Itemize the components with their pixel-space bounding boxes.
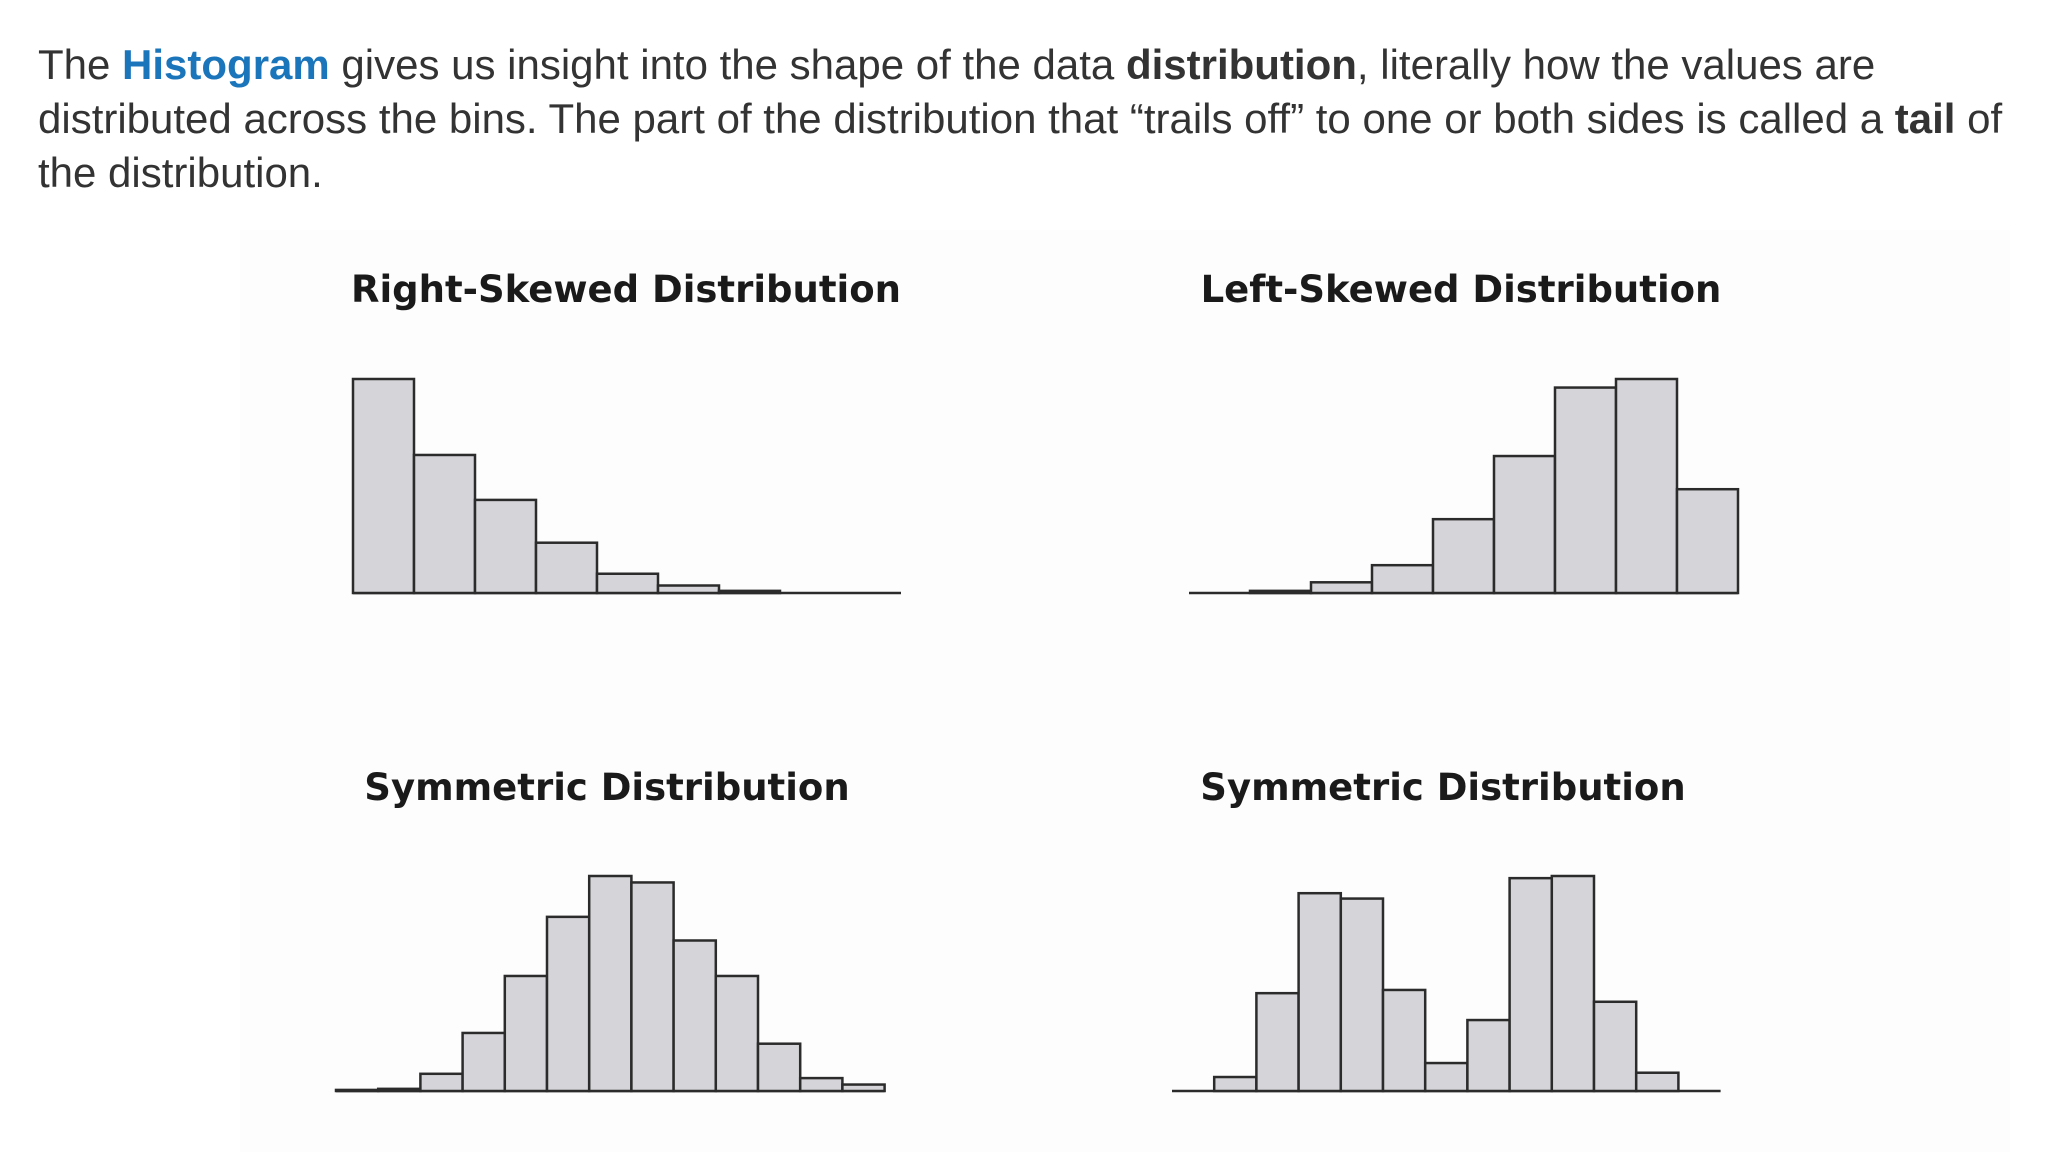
symmetric-histogram: Symmetric Distribution bbox=[334, 766, 886, 1093]
histogram-bar bbox=[412, 453, 477, 595]
histogram-bar bbox=[630, 881, 675, 1093]
histogram-bar bbox=[1553, 386, 1618, 595]
histogram-bar bbox=[1466, 1018, 1511, 1093]
histogram-bar bbox=[595, 572, 660, 595]
histogram-bar bbox=[473, 498, 538, 595]
chart-title-right-skewed: Right-Skewed Distribution bbox=[351, 268, 901, 311]
histogram-bar bbox=[534, 541, 599, 595]
intro-paragraph: The Histogram gives us insight into the … bbox=[38, 38, 2018, 200]
chart-title-bimodal: Symmetric Distribution bbox=[1200, 766, 1685, 809]
histogram-bar bbox=[1592, 1000, 1638, 1093]
histogram-bar bbox=[798, 1076, 844, 1093]
histogram-bar bbox=[1248, 589, 1313, 595]
histogram-bar bbox=[1370, 563, 1435, 595]
histogram-term: Histogram bbox=[122, 41, 330, 88]
histogram-bar bbox=[1212, 1075, 1258, 1093]
histogram-bar bbox=[1255, 991, 1300, 1093]
histogram-bar bbox=[756, 1042, 802, 1093]
chart-title-symmetric: Symmetric Distribution bbox=[364, 766, 849, 809]
intro-text-1: The bbox=[38, 41, 123, 88]
histogram-bar bbox=[1614, 377, 1679, 595]
histogram-bar bbox=[1423, 1061, 1469, 1093]
bimodal-histogram: Symmetric Distribution bbox=[1172, 766, 1721, 1093]
histogram-bar bbox=[1508, 876, 1554, 1093]
histogram-bar bbox=[334, 1088, 380, 1093]
histogram-bar bbox=[1550, 874, 1596, 1093]
histogram-bar bbox=[1492, 454, 1557, 595]
histogram-bar bbox=[1675, 487, 1740, 595]
distribution-term: distribution bbox=[1125, 41, 1357, 88]
histogram-bar bbox=[717, 589, 782, 595]
histogram-bar bbox=[714, 974, 760, 1093]
tail-term: tail bbox=[1894, 95, 1956, 142]
right-skewed-histogram: Right-Skewed Distribution bbox=[351, 268, 901, 595]
histogram-bar bbox=[672, 939, 718, 1093]
histogram-bar bbox=[1381, 988, 1427, 1093]
histogram-bar bbox=[1634, 1071, 1680, 1093]
histogram-bar bbox=[1297, 891, 1343, 1093]
histogram-bar bbox=[1309, 581, 1374, 595]
histogram-bar bbox=[376, 1087, 422, 1093]
intro-text-3: , literally how the values are distribut… bbox=[38, 41, 1895, 142]
histogram-bar bbox=[841, 1083, 886, 1093]
histogram-bar bbox=[461, 1031, 507, 1093]
intro-text-4: of the distribution. bbox=[38, 95, 2003, 196]
histogram-bar bbox=[419, 1072, 464, 1093]
histogram-bar bbox=[1339, 897, 1385, 1093]
histogram-bar bbox=[656, 584, 721, 595]
histogram-bar bbox=[1431, 517, 1496, 595]
histogram-bar bbox=[351, 377, 416, 595]
left-skewed-histogram: Left-Skewed Distribution bbox=[1189, 268, 1740, 595]
histogram-bar bbox=[587, 874, 633, 1093]
histogram-bar bbox=[503, 974, 549, 1093]
intro-text-2: gives us insight into the shape of the d… bbox=[329, 41, 1126, 88]
histogram-bar bbox=[545, 915, 591, 1093]
chart-title-left-skewed: Left-Skewed Distribution bbox=[1201, 268, 1722, 311]
